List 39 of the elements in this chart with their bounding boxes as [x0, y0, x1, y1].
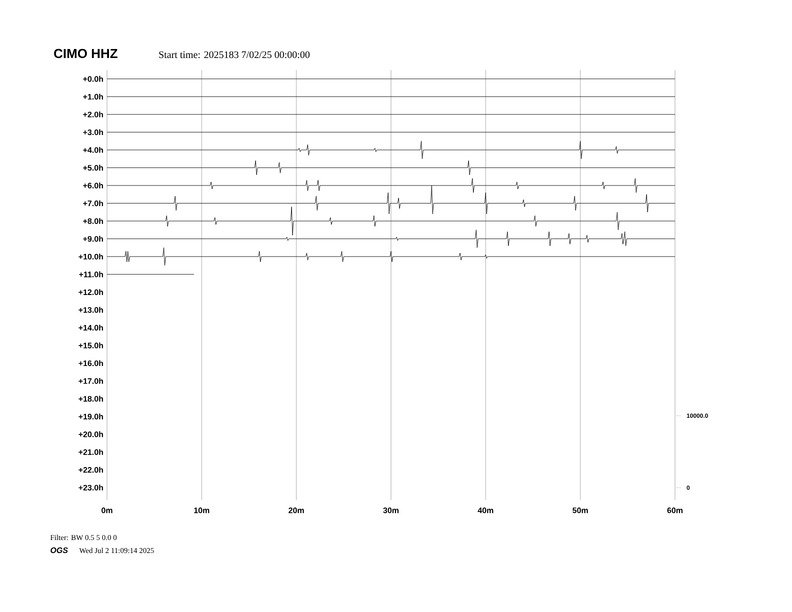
y-tick-label: +10.0h [78, 254, 103, 260]
y-tick-label: +6.0h [83, 182, 103, 188]
y-tick-label: +0.0h [83, 76, 103, 82]
chart-subtitle: Start time: 2025183 7/02/25 00:00:00 [159, 51, 310, 58]
line-series [106, 160, 676, 176]
chart-title: CIMO HHZ [54, 48, 118, 58]
line-series [106, 206, 676, 236]
text: OGS [50, 547, 68, 554]
line-series [106, 230, 676, 248]
y-tick-label: +12.0h [78, 289, 103, 296]
y-tick-label: +23.0h [78, 484, 103, 490]
x-tick-label: 20m [288, 508, 304, 514]
x-tick-label: 40m [478, 508, 494, 514]
y-tick-label: +15.0h [78, 342, 103, 348]
y-tick-label: +11.0h [79, 271, 103, 278]
y-tick-label: +18.0h [78, 396, 103, 402]
x-tick-label: 10m [194, 508, 210, 514]
line-series [106, 247, 676, 266]
y-tick-label: +17.0h [78, 378, 103, 384]
line-series [106, 140, 676, 160]
y-tick-label: +22.0h [78, 466, 103, 473]
y-tick-label: +1.0h [83, 94, 103, 100]
y-tick-label: +8.0h [83, 218, 103, 224]
x-tick-label: 60m [667, 508, 683, 514]
y-tick-label: +9.0h [83, 236, 103, 242]
y-tick-label: +14.0h [78, 324, 103, 331]
y-tick-label: +20.0h [78, 431, 103, 438]
y-tick-label: +7.0h [83, 200, 103, 206]
x-tick-label: 30m [383, 508, 399, 514]
y-tick-label: +3.0h [83, 129, 103, 136]
y-tick-label: +2.0h [83, 111, 103, 118]
y-tick-label: +21.0h [78, 449, 103, 455]
x-tick-label: 50m [572, 508, 588, 514]
y-tick-label: +13.0h [78, 306, 103, 313]
y-tick-label: +19.0h [78, 414, 103, 420]
y-tick-label: +5.0h [83, 164, 103, 171]
x-tick-label: 0m [102, 508, 112, 514]
y-tick-label: +16.0h [78, 360, 103, 366]
y-tick-label: +4.0h [83, 147, 103, 153]
